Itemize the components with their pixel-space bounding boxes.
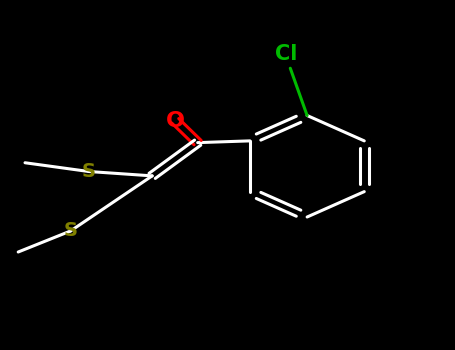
Text: S: S [64,222,77,240]
Text: S: S [82,162,96,181]
Text: O: O [166,111,185,131]
Text: Cl: Cl [274,44,297,64]
